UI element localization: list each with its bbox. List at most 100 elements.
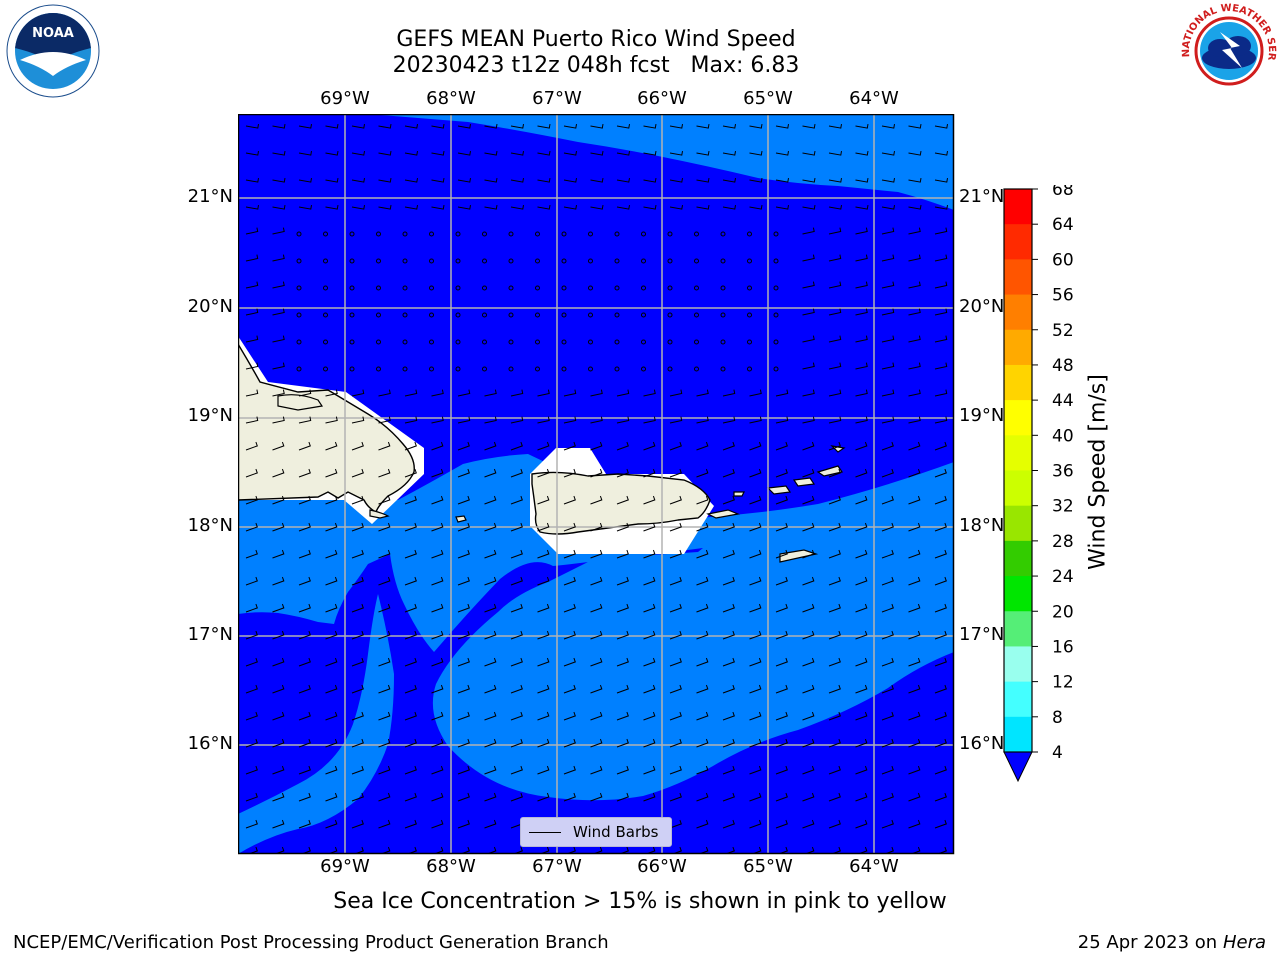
wind-barb bbox=[378, 441, 391, 451]
wind-barb bbox=[563, 205, 577, 210]
wind-barb bbox=[696, 792, 709, 802]
wind-barb bbox=[908, 711, 921, 721]
wind-barb bbox=[404, 416, 418, 424]
wind-barb bbox=[272, 576, 285, 586]
wind-barb bbox=[643, 151, 657, 156]
wind-barb bbox=[908, 151, 922, 156]
wind-barb bbox=[908, 389, 921, 397]
wind-barb bbox=[802, 441, 815, 451]
wind-barb bbox=[881, 738, 894, 748]
lon-label-top: 67°W bbox=[532, 88, 582, 109]
wind-barb bbox=[590, 549, 603, 559]
land-vieques bbox=[706, 509, 741, 519]
wind-barb bbox=[669, 711, 682, 721]
wind-barb bbox=[325, 603, 338, 613]
wind-barb bbox=[404, 603, 417, 613]
wind-barb-calm bbox=[402, 231, 408, 237]
wind-barb bbox=[563, 549, 576, 559]
wind-barb-calm bbox=[508, 312, 514, 318]
wind-barb bbox=[881, 389, 895, 397]
wind-barb bbox=[351, 603, 364, 613]
wind-barb bbox=[563, 389, 577, 397]
wind-barb bbox=[669, 495, 682, 505]
wind-barb bbox=[722, 495, 735, 505]
wind-barb-calm bbox=[376, 339, 381, 345]
wind-barb bbox=[563, 522, 576, 532]
wind-barb-calm bbox=[535, 366, 540, 372]
wind-barb bbox=[351, 416, 365, 424]
wind-barb bbox=[775, 711, 788, 721]
wind-barb-calm bbox=[429, 339, 434, 345]
wind-barb bbox=[749, 738, 762, 748]
footer-date-text: 25 Apr 2023 on bbox=[1077, 932, 1223, 953]
wind-barb bbox=[696, 603, 709, 613]
wind-barb bbox=[908, 792, 921, 802]
wind-barb bbox=[298, 468, 311, 478]
wind-barb bbox=[908, 178, 922, 183]
wind-barb bbox=[457, 765, 470, 775]
wind-barb bbox=[404, 657, 417, 667]
wind-barb bbox=[298, 738, 311, 748]
wind-barb bbox=[245, 603, 258, 613]
wind-barb bbox=[404, 441, 417, 451]
lon-label-bottom: 68°W bbox=[426, 856, 476, 877]
wind-barb bbox=[325, 124, 339, 129]
colorbar-tick-label: 36 bbox=[1052, 462, 1074, 482]
wind-barb bbox=[855, 389, 868, 397]
wind-barb-calm bbox=[349, 312, 355, 318]
wind-barb bbox=[378, 711, 391, 721]
wind-barb bbox=[669, 630, 682, 640]
wind-barb bbox=[908, 684, 921, 694]
colorbar-segment bbox=[1004, 435, 1032, 471]
colorbar-tick-label: 56 bbox=[1052, 286, 1074, 306]
wind-barb-calm bbox=[455, 258, 461, 264]
wind-barb-calm bbox=[482, 339, 487, 345]
wind-barb bbox=[908, 335, 921, 343]
land-puerto-rico bbox=[531, 471, 711, 535]
wind-barb-calm bbox=[588, 339, 593, 345]
lon-label-top: 66°W bbox=[637, 88, 687, 109]
wind-barb bbox=[563, 792, 576, 802]
wind-barb bbox=[908, 308, 921, 316]
wind-barb bbox=[404, 738, 417, 748]
wind-barb bbox=[828, 576, 841, 586]
wind-barb bbox=[378, 576, 391, 586]
wind-barb bbox=[934, 738, 947, 748]
wind-barb bbox=[404, 205, 418, 210]
wind-barb bbox=[855, 549, 868, 559]
wind-barb bbox=[643, 522, 656, 532]
wind-barb-calm bbox=[694, 366, 699, 372]
wind-barb bbox=[828, 124, 842, 129]
wind-barb bbox=[855, 281, 868, 289]
wind-barb bbox=[245, 254, 259, 262]
colorbar-segment bbox=[1004, 294, 1032, 331]
wind-barb bbox=[351, 151, 365, 156]
wind-barb bbox=[431, 124, 445, 129]
wind-barb bbox=[855, 738, 868, 748]
wind-barb bbox=[590, 151, 604, 156]
wind-barb-calm bbox=[376, 231, 381, 237]
wind-barb bbox=[722, 124, 736, 129]
wind-barb bbox=[351, 576, 364, 586]
wind-barb bbox=[802, 362, 815, 370]
wind-barb bbox=[828, 711, 841, 721]
wind-barb-calm bbox=[588, 231, 593, 237]
wind-barb bbox=[245, 576, 258, 586]
wind-barb bbox=[802, 178, 816, 183]
lon-label-top: 68°W bbox=[426, 88, 476, 109]
wind-barb bbox=[669, 738, 682, 748]
wind-barb bbox=[855, 124, 869, 129]
wind-barb-calm bbox=[641, 339, 646, 345]
lat-label-right: 18°N bbox=[959, 515, 1005, 536]
wind-barb bbox=[431, 468, 444, 478]
wind-barb bbox=[272, 684, 285, 694]
wind-barb bbox=[325, 819, 338, 829]
wind-barb bbox=[457, 468, 470, 478]
wind-barb-calm bbox=[561, 366, 567, 372]
wind-barb bbox=[934, 630, 947, 640]
wind-barb bbox=[643, 576, 656, 586]
wind-barb bbox=[616, 441, 629, 451]
wind-barb-calm bbox=[402, 258, 408, 264]
wind-barb bbox=[749, 178, 763, 183]
wind-barb bbox=[802, 416, 815, 424]
